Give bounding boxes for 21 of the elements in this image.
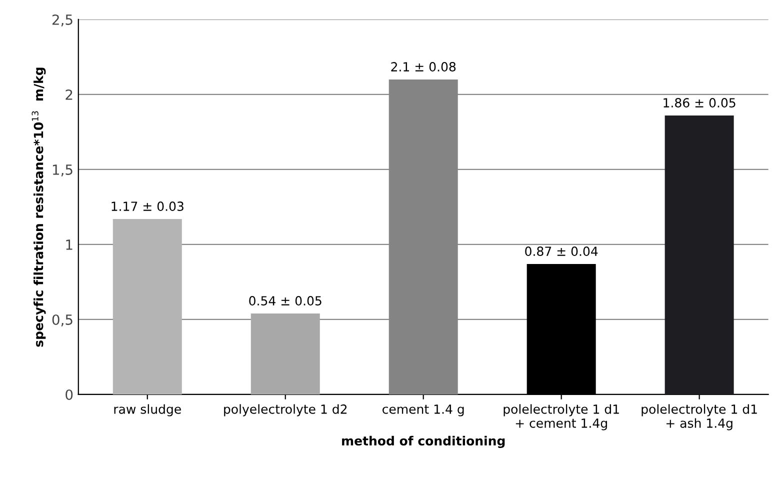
y-tick-label: 2 xyxy=(66,89,72,100)
bar xyxy=(112,218,182,394)
data-label: 2.1 ± 0.08 xyxy=(391,62,456,72)
bar xyxy=(664,115,734,394)
y-tick-label: 0 xyxy=(66,389,73,400)
x-tick-label: polyelectrolyte 1 d2 xyxy=(224,404,347,416)
y-tick-label: 1 xyxy=(66,240,72,250)
y-tick-label: 0,5 xyxy=(52,314,72,326)
y-tick-label: 1,5 xyxy=(52,164,72,176)
x-tick-label: raw sludge xyxy=(114,404,181,416)
x-axis-title: method of conditioning xyxy=(342,436,505,448)
y-tick-label: 2,5 xyxy=(52,14,72,26)
text: specyfic filtration resistance*10$^{13}$ m/kg xyxy=(32,68,46,347)
data-label: 0.54 ± 0.05 xyxy=(249,296,322,306)
x-tick-label: cement 1.4 g xyxy=(382,404,464,416)
data-label: 1.17 ± 0.03 xyxy=(112,202,184,211)
data-label: 0.87 ± 0.04 xyxy=(525,246,598,256)
bar xyxy=(250,313,320,394)
x-tick-label: polelectrolyte 1 d1 + ash 1.4g xyxy=(642,404,757,430)
data-label: 1.86 ± 0.05 xyxy=(664,98,736,108)
x-tick-label: polelectrolyte 1 d1 + cement 1.4g xyxy=(504,404,619,430)
